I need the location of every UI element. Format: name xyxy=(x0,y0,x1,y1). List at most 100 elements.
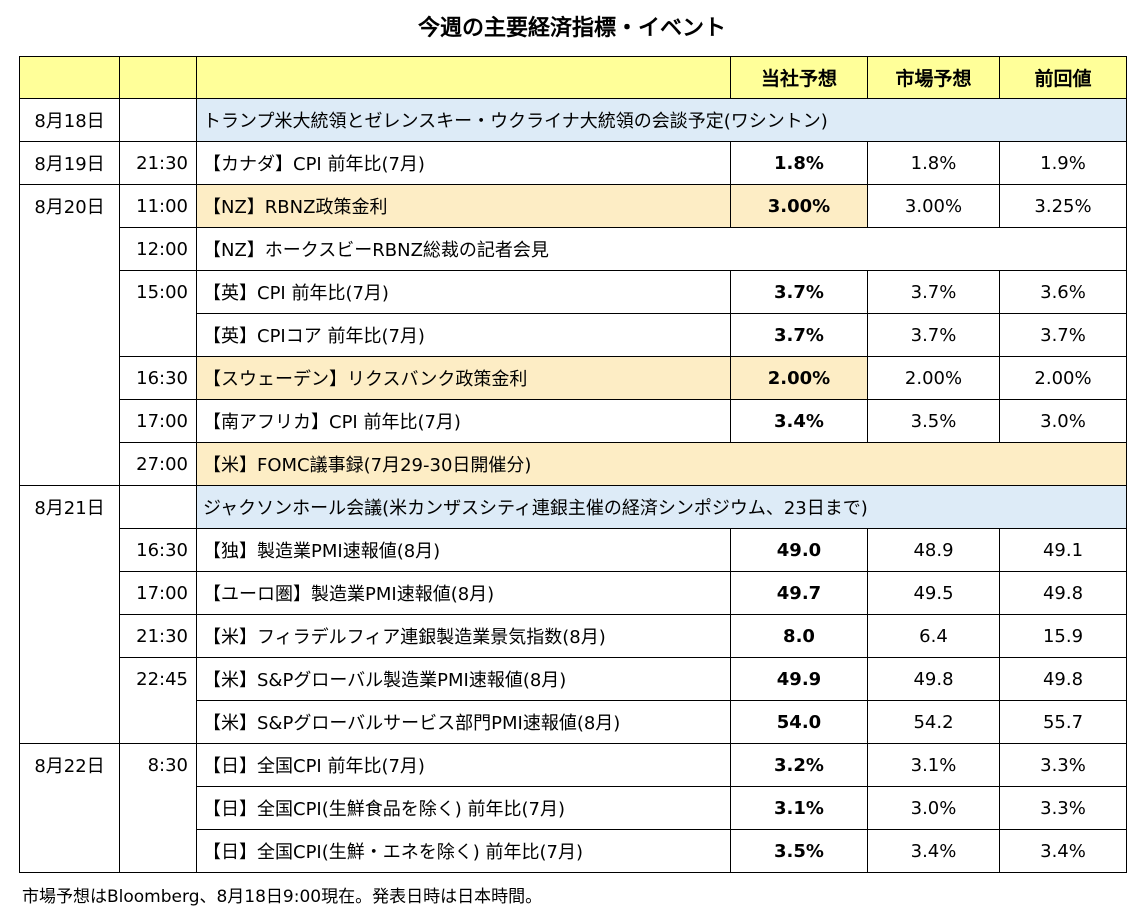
market-cell: 3.7% xyxy=(867,313,1000,357)
event-cell: 【日】全国CPI 前年比(7月) xyxy=(196,743,731,787)
event-cell: 【米】S&Pグローバルサービス部門PMI速報値(8月) xyxy=(196,700,731,744)
market-cell: 49.5 xyxy=(867,571,1000,615)
previous-cell: 3.3% xyxy=(999,786,1127,830)
time-cell: 17:00 xyxy=(119,399,197,443)
time-cell: 15:00 xyxy=(119,270,197,314)
event-cell: 【ユーロ圏】製造業PMI速報値(8月) xyxy=(196,571,731,615)
time-cell xyxy=(119,786,197,830)
time-cell: 8:30 xyxy=(119,743,197,787)
previous-cell: 1.9% xyxy=(999,141,1127,185)
table-row: 【日】全国CPI(生鮮食品を除く) 前年比(7月) 3.1% 3.0% 3.3% xyxy=(19,786,1127,830)
time-cell: 11:00 xyxy=(119,184,197,228)
date-cell xyxy=(19,700,120,744)
event-cell: 【カナダ】CPI 前年比(7月) xyxy=(196,141,731,185)
event-cell: 【英】CPIコア 前年比(7月) xyxy=(196,313,731,357)
forecast-cell: 1.8% xyxy=(730,141,868,185)
date-cell: 8月19日 xyxy=(19,141,120,185)
table-row: 15:00 【英】CPI 前年比(7月) 3.7% 3.7% 3.6% xyxy=(19,270,1127,314)
table-row: 27:00 【米】FOMC議事録(7月29-30日開催分) xyxy=(19,442,1127,486)
date-cell xyxy=(19,786,120,830)
table-row: 8月19日 21:30 【カナダ】CPI 前年比(7月) 1.8% 1.8% 1… xyxy=(19,141,1127,185)
header-previous: 前回値 xyxy=(999,56,1127,99)
header-time xyxy=(119,56,197,99)
table-row: 【米】S&Pグローバルサービス部門PMI速報値(8月) 54.0 54.2 55… xyxy=(19,700,1127,744)
header-row: 当社予想 市場予想 前回値 xyxy=(19,56,1127,99)
table-row: 16:30 【独】製造業PMI速報値(8月) 49.0 48.9 49.1 xyxy=(19,528,1127,572)
table-row: 16:30 【スウェーデン】リクスバンク政策金利 2.00% 2.00% 2.0… xyxy=(19,356,1127,400)
header-forecast: 当社予想 xyxy=(730,56,868,99)
time-cell: 17:00 xyxy=(119,571,197,615)
table-row: 8月20日 11:00 【NZ】RBNZ政策金利 3.00% 3.00% 3.2… xyxy=(19,184,1127,228)
time-cell: 16:30 xyxy=(119,356,197,400)
previous-cell: 3.4% xyxy=(999,829,1127,873)
market-cell: 2.00% xyxy=(867,356,1000,400)
market-cell: 3.5% xyxy=(867,399,1000,443)
time-cell xyxy=(119,98,197,142)
event-cell: 【NZ】ホークスビーRBNZ総裁の記者会見 xyxy=(196,227,1127,271)
previous-cell: 3.6% xyxy=(999,270,1127,314)
event-cell: 【独】製造業PMI速報値(8月) xyxy=(196,528,731,572)
date-cell: 8月20日 xyxy=(19,184,120,228)
time-cell: 27:00 xyxy=(119,442,197,486)
date-cell: 8月18日 xyxy=(19,98,120,142)
date-cell xyxy=(19,270,120,314)
market-cell: 3.0% xyxy=(867,786,1000,830)
time-cell xyxy=(119,829,197,873)
header-event xyxy=(196,56,731,99)
date-cell: 8月21日 xyxy=(19,485,120,529)
table-row: 【英】CPIコア 前年比(7月) 3.7% 3.7% 3.7% xyxy=(19,313,1127,357)
date-cell xyxy=(19,313,120,357)
market-cell: 1.8% xyxy=(867,141,1000,185)
market-cell: 54.2 xyxy=(867,700,1000,744)
previous-cell: 3.25% xyxy=(999,184,1127,228)
table-row: 12:00 【NZ】ホークスビーRBNZ総裁の記者会見 xyxy=(19,227,1127,271)
time-cell: 21:30 xyxy=(119,141,197,185)
event-cell: 【米】FOMC議事録(7月29-30日開催分) xyxy=(196,442,1127,486)
time-cell: 22:45 xyxy=(119,657,197,701)
market-cell: 3.7% xyxy=(867,270,1000,314)
header-date xyxy=(19,56,120,99)
date-cell xyxy=(19,356,120,400)
previous-cell: 49.8 xyxy=(999,657,1127,701)
date-cell xyxy=(19,399,120,443)
forecast-cell: 3.4% xyxy=(730,399,868,443)
previous-cell: 55.7 xyxy=(999,700,1127,744)
time-cell: 12:00 xyxy=(119,227,197,271)
table-row: 【日】全国CPI(生鮮・エネを除く) 前年比(7月) 3.5% 3.4% 3.4… xyxy=(19,829,1127,873)
previous-cell: 49.1 xyxy=(999,528,1127,572)
event-cell: 【英】CPI 前年比(7月) xyxy=(196,270,731,314)
forecast-cell: 3.1% xyxy=(730,786,868,830)
event-cell: 【南アフリカ】CPI 前年比(7月) xyxy=(196,399,731,443)
forecast-cell: 49.9 xyxy=(730,657,868,701)
event-cell: 【NZ】RBNZ政策金利 xyxy=(196,184,731,228)
previous-cell: 2.00% xyxy=(999,356,1127,400)
date-cell xyxy=(19,614,120,658)
event-cell: ジャクソンホール会議(米カンザスシティ連銀主催の経済シンポジウム、23日まで) xyxy=(196,485,1127,529)
previous-cell: 3.7% xyxy=(999,313,1127,357)
date-cell xyxy=(19,571,120,615)
table-row: 17:00 【南アフリカ】CPI 前年比(7月) 3.4% 3.5% 3.0% xyxy=(19,399,1127,443)
event-cell: 【スウェーデン】リクスバンク政策金利 xyxy=(196,356,731,400)
date-cell xyxy=(19,227,120,271)
market-cell: 6.4 xyxy=(867,614,1000,658)
market-cell: 3.1% xyxy=(867,743,1000,787)
forecast-cell: 2.00% xyxy=(730,356,868,400)
forecast-cell: 49.7 xyxy=(730,571,868,615)
event-cell: 【日】全国CPI(生鮮食品を除く) 前年比(7月) xyxy=(196,786,731,830)
forecast-cell: 49.0 xyxy=(730,528,868,572)
event-cell: 【米】フィラデルフィア連銀製造業景気指数(8月) xyxy=(196,614,731,658)
footnote: 市場予想はBloomberg、8月18日9:00現在。発表日時は日本時間。 xyxy=(22,887,543,907)
forecast-cell: 8.0 xyxy=(730,614,868,658)
table-row: 17:00 【ユーロ圏】製造業PMI速報値(8月) 49.7 49.5 49.8 xyxy=(19,571,1127,615)
page-title: 今週の主要経済指標・イベント xyxy=(417,16,726,41)
date-cell: 8月22日 xyxy=(19,743,120,787)
market-cell: 49.8 xyxy=(867,657,1000,701)
forecast-cell: 3.00% xyxy=(730,184,868,228)
time-cell xyxy=(119,313,197,357)
date-cell xyxy=(19,528,120,572)
market-cell: 3.00% xyxy=(867,184,1000,228)
market-cell: 3.4% xyxy=(867,829,1000,873)
time-cell: 21:30 xyxy=(119,614,197,658)
date-cell xyxy=(19,829,120,873)
time-cell xyxy=(119,485,197,529)
